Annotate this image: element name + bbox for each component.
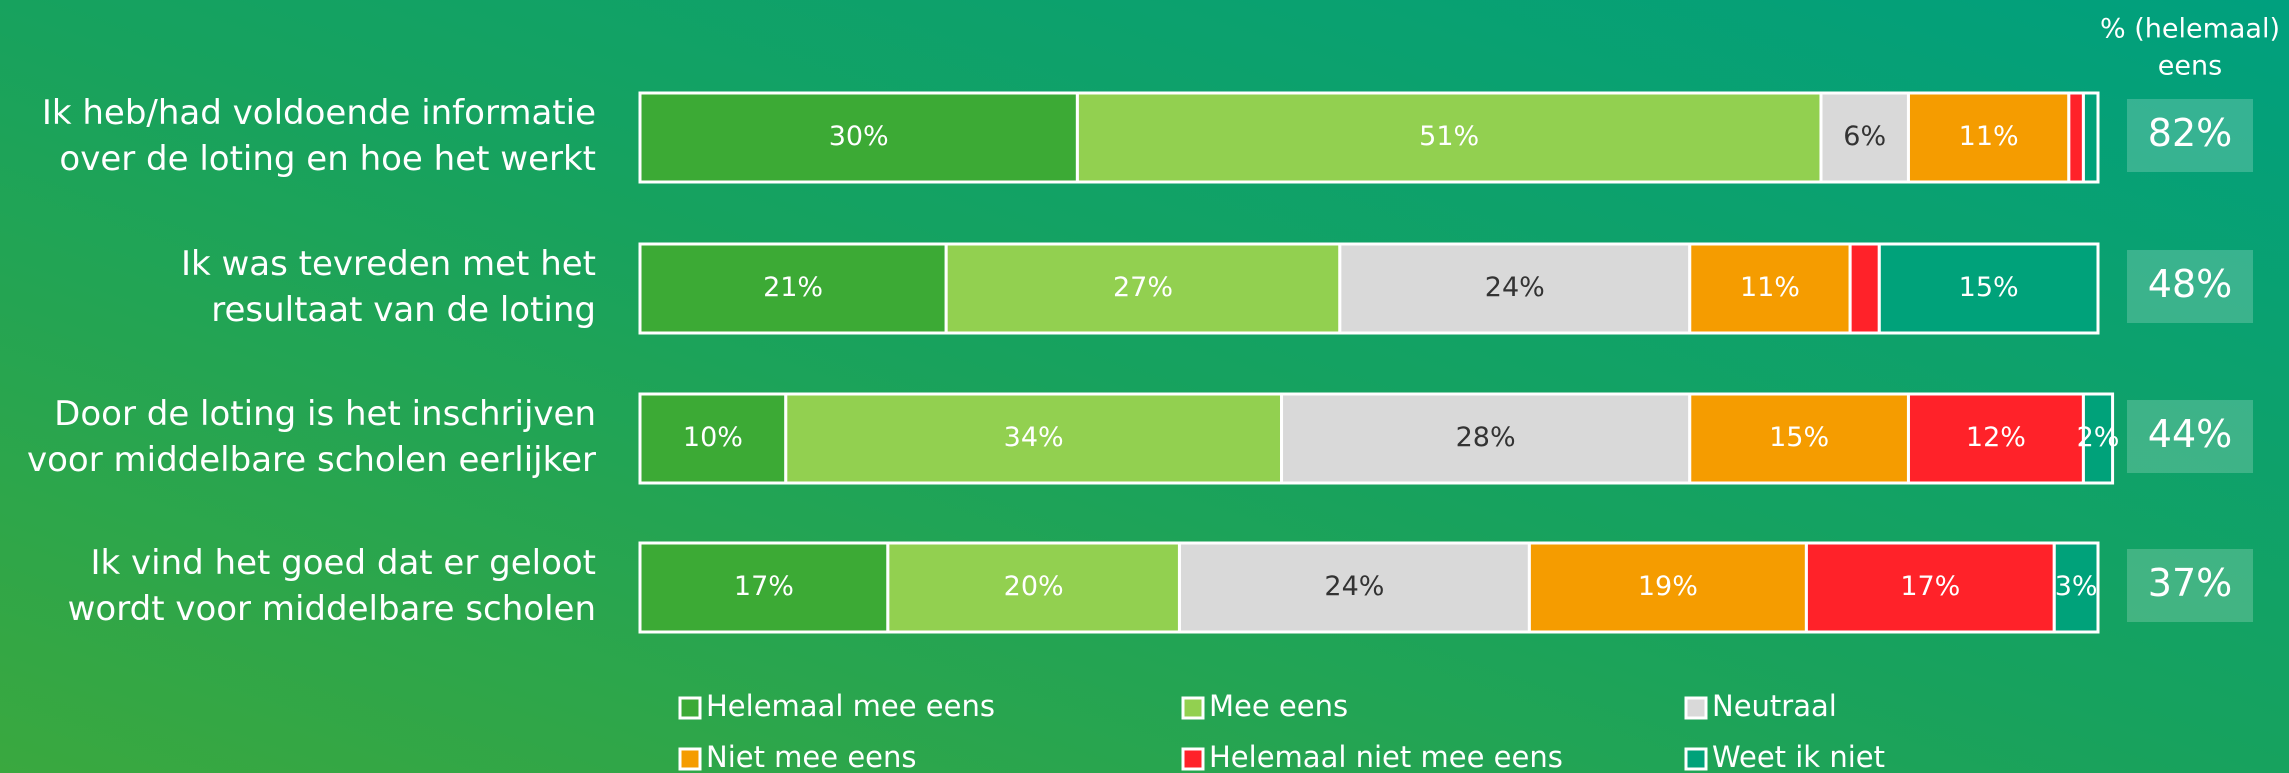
legend-swatch bbox=[678, 747, 702, 771]
total-label: 82% bbox=[2148, 111, 2232, 155]
bar-segment bbox=[2081, 392, 2115, 485]
bar-segment bbox=[1877, 242, 2100, 335]
value-label: 17% bbox=[1900, 571, 1960, 602]
value-label: 19% bbox=[1638, 571, 1698, 602]
legend-swatch bbox=[1181, 696, 1205, 720]
total-label: 44% bbox=[2148, 412, 2232, 456]
value-label: 51% bbox=[1419, 121, 1479, 152]
value-label: 15% bbox=[1959, 272, 2019, 303]
value-label: 6% bbox=[1843, 121, 1886, 152]
legend-swatch bbox=[1684, 696, 1708, 720]
value-label: 27% bbox=[1113, 272, 1173, 303]
value-label: 30% bbox=[829, 121, 889, 152]
bar-segment bbox=[2081, 91, 2100, 184]
value-label: 24% bbox=[1324, 571, 1384, 602]
totals-title: eens bbox=[2158, 51, 2222, 82]
legend-label: Niet mee eens bbox=[706, 740, 917, 773]
bar-segment bbox=[886, 541, 1181, 634]
category-label: wordt voor middelbare scholen bbox=[68, 589, 596, 629]
bar-segment bbox=[1848, 242, 1881, 335]
bar-segment bbox=[638, 541, 890, 634]
legend-label: Neutraal bbox=[1712, 689, 1837, 723]
value-label: 28% bbox=[1456, 422, 1516, 453]
total-label: 37% bbox=[2148, 561, 2232, 605]
bar-segment bbox=[1338, 242, 1692, 335]
value-label: 11% bbox=[1959, 121, 2019, 152]
bar-segment bbox=[2052, 541, 2100, 634]
bar-segment bbox=[638, 91, 1079, 184]
bar-segment bbox=[1688, 392, 1910, 485]
value-label: 15% bbox=[1769, 422, 1829, 453]
legend-label: Helemaal mee eens bbox=[706, 689, 995, 723]
legend-swatch bbox=[678, 696, 702, 720]
category-label: Ik heb/had voldoende informatie bbox=[42, 93, 596, 133]
bar-segment bbox=[2067, 91, 2085, 184]
bar-segment bbox=[1819, 91, 1910, 184]
legend-swatch bbox=[1181, 747, 1205, 771]
total-box bbox=[2127, 549, 2253, 622]
legend-label: Weet ik niet bbox=[1712, 740, 1885, 773]
category-label: voor middelbare scholen eerlijker bbox=[27, 440, 596, 480]
bar-segment bbox=[638, 392, 788, 485]
value-label: 20% bbox=[1004, 571, 1064, 602]
total-box bbox=[2127, 250, 2253, 323]
bar-segment bbox=[784, 392, 1284, 485]
total-label: 48% bbox=[2148, 262, 2232, 306]
value-label: 17% bbox=[734, 571, 794, 602]
bar-segment bbox=[1075, 91, 1823, 184]
legend-label: Mee eens bbox=[1209, 689, 1348, 723]
bar-segment bbox=[1804, 541, 2056, 634]
value-label: 10% bbox=[683, 422, 743, 453]
legend-swatch bbox=[1684, 747, 1708, 771]
value-label: 11% bbox=[1740, 272, 1800, 303]
category-label: Ik vind het goed dat er geloot bbox=[91, 543, 596, 583]
bar-segment bbox=[1906, 91, 2071, 184]
totals-title: % (helemaal) bbox=[2100, 14, 2280, 45]
value-label: 34% bbox=[1004, 422, 1064, 453]
category-label: Door de loting is het inschrijven bbox=[54, 394, 596, 434]
category-label: over de loting en hoe het werkt bbox=[59, 139, 596, 179]
total-box bbox=[2127, 99, 2253, 172]
value-label: 2% bbox=[2077, 422, 2120, 453]
category-label: resultaat van de loting bbox=[211, 290, 596, 330]
bar-segment bbox=[1177, 541, 1531, 634]
value-label: 3% bbox=[2055, 571, 2098, 602]
value-label: 24% bbox=[1485, 272, 1545, 303]
bar-segment bbox=[638, 242, 948, 335]
bar-segment bbox=[1688, 242, 1852, 335]
total-box bbox=[2127, 400, 2253, 473]
value-label: 21% bbox=[763, 272, 823, 303]
legend-label: Helemaal niet mee eens bbox=[1209, 740, 1563, 773]
category-label: Ik was tevreden met het bbox=[181, 244, 596, 284]
bar-segment bbox=[944, 242, 1342, 335]
value-label: 12% bbox=[1966, 422, 2026, 453]
